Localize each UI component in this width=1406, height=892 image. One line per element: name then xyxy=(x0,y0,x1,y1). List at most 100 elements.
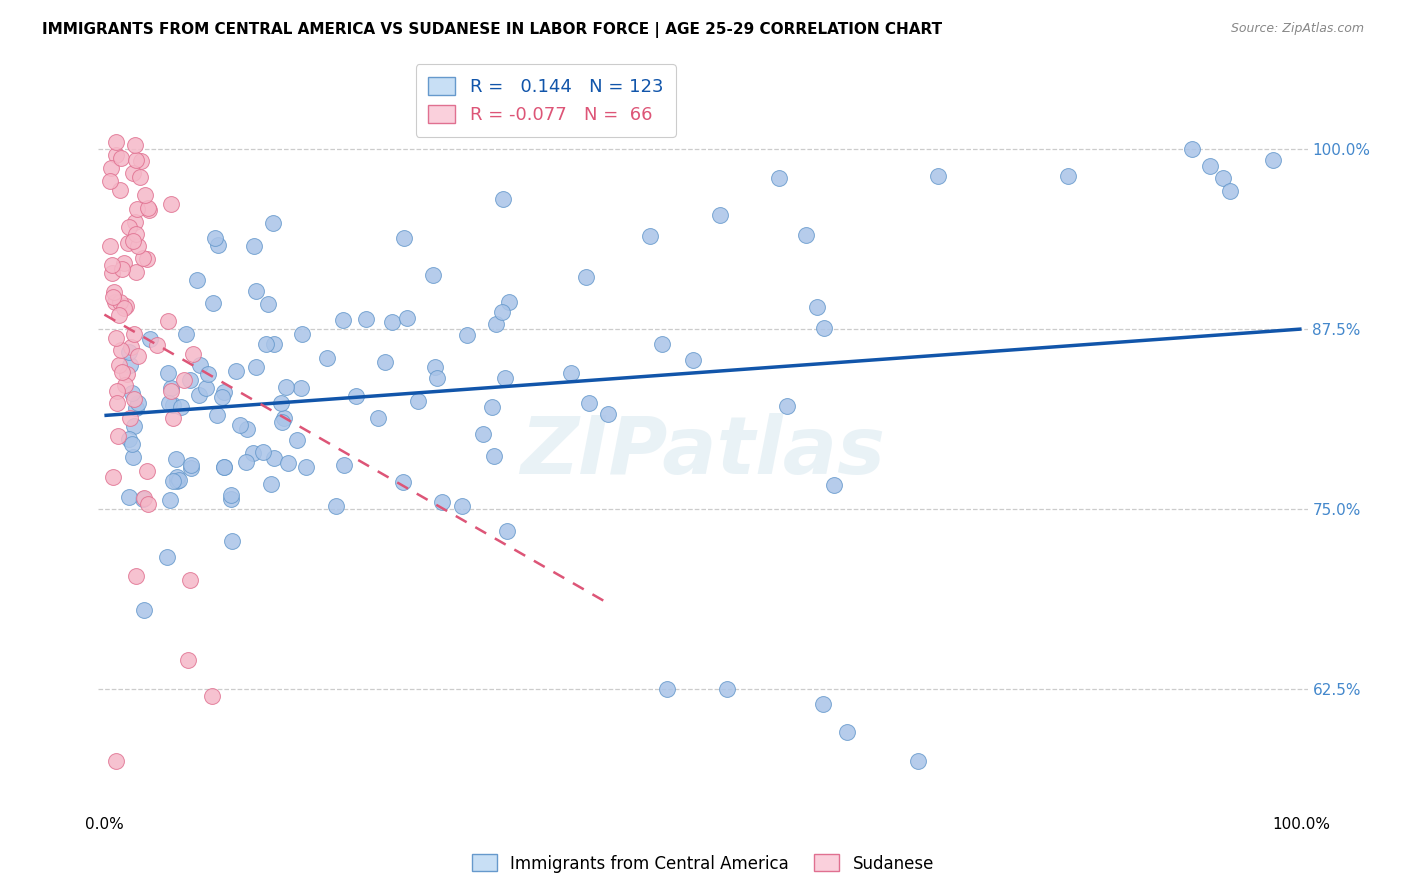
Point xyxy=(145,337,167,351)
Point xyxy=(117,432,139,446)
Point xyxy=(132,491,155,506)
Point xyxy=(254,336,277,351)
Point xyxy=(1261,153,1284,167)
Point xyxy=(472,426,495,441)
Point xyxy=(221,533,243,548)
Point xyxy=(204,231,226,245)
Point xyxy=(115,299,138,313)
Point xyxy=(103,469,125,483)
Point xyxy=(125,153,148,167)
Point xyxy=(485,317,508,331)
Point xyxy=(100,161,122,176)
Point xyxy=(406,394,429,409)
Point xyxy=(162,398,184,412)
Point xyxy=(186,273,208,287)
Point xyxy=(105,148,128,162)
Point xyxy=(811,697,834,711)
Point xyxy=(101,290,124,304)
Point xyxy=(212,385,235,400)
Point xyxy=(806,301,828,315)
Point xyxy=(813,321,835,335)
Point xyxy=(125,401,148,415)
Point xyxy=(138,203,160,218)
Point xyxy=(166,474,188,488)
Point xyxy=(211,390,233,404)
Point xyxy=(252,444,274,458)
Point xyxy=(273,411,295,425)
Point xyxy=(188,358,211,372)
Point xyxy=(134,491,156,505)
Point xyxy=(225,364,247,378)
Point xyxy=(235,454,257,468)
Point xyxy=(169,400,191,414)
Point xyxy=(156,550,179,565)
Point xyxy=(162,474,184,488)
Point xyxy=(262,216,284,230)
Point xyxy=(498,294,520,309)
Point xyxy=(166,470,188,484)
Point xyxy=(104,295,127,310)
Point xyxy=(101,258,124,272)
Point xyxy=(108,308,131,322)
Point xyxy=(315,351,337,366)
Point xyxy=(173,373,195,387)
Point xyxy=(201,690,224,704)
Point xyxy=(125,569,148,583)
Point xyxy=(120,411,142,425)
Point xyxy=(135,252,157,266)
Point xyxy=(195,381,218,395)
Point xyxy=(177,653,200,667)
Point xyxy=(578,396,600,410)
Point xyxy=(101,266,124,280)
Point xyxy=(117,220,139,235)
Legend: R =   0.144   N = 123, R = -0.077   N =  66: R = 0.144 N = 123, R = -0.077 N = 66 xyxy=(416,64,676,137)
Point xyxy=(263,451,285,466)
Legend: Immigrants from Central America, Sudanese: Immigrants from Central America, Sudanes… xyxy=(465,847,941,880)
Point xyxy=(481,400,503,414)
Point xyxy=(118,491,141,505)
Point xyxy=(136,497,159,511)
Point xyxy=(430,495,453,509)
Point xyxy=(202,295,225,310)
Point xyxy=(132,252,155,266)
Point xyxy=(122,450,145,464)
Point xyxy=(927,169,949,183)
Text: ZIPatlas: ZIPatlas xyxy=(520,413,886,491)
Point xyxy=(395,310,418,325)
Point xyxy=(344,389,367,403)
Point xyxy=(494,371,516,385)
Point xyxy=(381,315,404,329)
Point xyxy=(291,326,314,341)
Point xyxy=(132,602,155,616)
Point xyxy=(332,312,354,326)
Point xyxy=(367,410,389,425)
Point xyxy=(114,378,136,392)
Point xyxy=(423,359,446,374)
Point xyxy=(122,418,145,433)
Point xyxy=(1181,142,1204,156)
Point xyxy=(245,359,267,374)
Point xyxy=(156,366,179,380)
Point xyxy=(270,395,292,409)
Point xyxy=(162,411,184,425)
Point xyxy=(112,256,135,270)
Point xyxy=(105,384,128,398)
Point xyxy=(179,573,201,587)
Point xyxy=(180,461,202,475)
Point xyxy=(907,754,929,768)
Point xyxy=(174,326,197,341)
Point xyxy=(682,353,704,368)
Point xyxy=(271,415,294,429)
Point xyxy=(716,682,738,697)
Point xyxy=(105,754,128,768)
Point xyxy=(117,236,139,251)
Point xyxy=(709,208,731,222)
Point xyxy=(112,301,135,316)
Point xyxy=(1056,169,1078,183)
Point xyxy=(108,295,131,310)
Point xyxy=(228,418,250,433)
Point xyxy=(165,451,187,466)
Point xyxy=(128,170,150,185)
Point xyxy=(374,355,396,369)
Point xyxy=(121,437,143,451)
